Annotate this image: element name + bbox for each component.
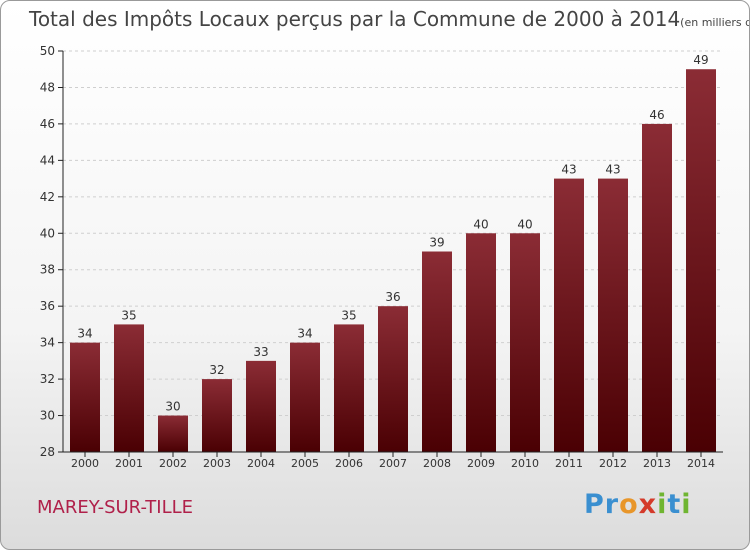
- x-tick-label: 2006: [335, 457, 363, 470]
- data-label: 43: [605, 163, 620, 177]
- x-tick-label: 2001: [115, 457, 143, 470]
- data-label: 40: [473, 217, 488, 231]
- bar-2002: [158, 415, 188, 452]
- x-tick-label: 2000: [71, 457, 99, 470]
- bar-2003: [202, 379, 232, 452]
- y-tick-label: 28: [40, 445, 55, 459]
- data-label: 34: [77, 327, 92, 341]
- x-tick-label: 2010: [511, 457, 539, 470]
- proxiti-logo: Proxiti: [584, 489, 692, 520]
- y-tick-label: 40: [40, 226, 55, 240]
- data-label: 40: [517, 217, 532, 231]
- bar-2001: [114, 324, 144, 452]
- x-tick-label: 2009: [467, 457, 495, 470]
- y-tick-label: 32: [40, 372, 55, 386]
- data-label: 33: [253, 345, 268, 359]
- x-tick-label: 2013: [643, 457, 671, 470]
- data-label: 30: [165, 400, 180, 414]
- commune-name: MAREY-SUR-TILLE: [37, 497, 194, 518]
- data-label: 39: [429, 236, 444, 250]
- bar-2009: [466, 233, 496, 452]
- x-tick-label: 2012: [599, 457, 627, 470]
- bar-2007: [378, 306, 408, 452]
- data-label: 32: [209, 363, 224, 377]
- bar-2005: [290, 342, 320, 452]
- x-tick-label: 2002: [159, 457, 187, 470]
- data-label: 34: [297, 327, 312, 341]
- y-tick-label: 30: [40, 409, 55, 423]
- y-tick-label: 36: [40, 299, 55, 313]
- y-tick-label: 42: [40, 190, 55, 204]
- data-label: 35: [341, 308, 356, 322]
- data-label: 46: [649, 108, 664, 122]
- y-tick-label: 46: [40, 117, 55, 131]
- bar-2012: [598, 178, 628, 452]
- bar-2008: [422, 251, 452, 452]
- x-tick-label: 2005: [291, 457, 319, 470]
- x-tick-label: 2008: [423, 457, 451, 470]
- bar-2011: [554, 178, 584, 452]
- data-label: 36: [385, 290, 400, 304]
- bar-2004: [246, 360, 276, 452]
- data-label: 35: [121, 308, 136, 322]
- x-tick-label: 2003: [203, 457, 231, 470]
- chart-subtitle: (en milliers d'€): [680, 16, 749, 29]
- chart-title: Total des Impôts Locaux perçus par la Co…: [29, 7, 749, 31]
- bar-2010: [510, 233, 540, 452]
- data-label: 49: [693, 53, 708, 67]
- y-tick-label: 44: [40, 153, 55, 167]
- x-tick-label: 2011: [555, 457, 583, 470]
- y-tick-label: 34: [40, 336, 55, 350]
- x-tick-label: 2007: [379, 457, 407, 470]
- y-tick-label: 38: [40, 263, 55, 277]
- bar-2013: [642, 123, 672, 452]
- bar-2000: [70, 342, 100, 452]
- bar-2014: [686, 69, 716, 453]
- data-label: 43: [561, 163, 576, 177]
- x-tick-label: 2004: [247, 457, 275, 470]
- x-tick-label: 2014: [687, 457, 715, 470]
- y-tick-label: 50: [40, 44, 55, 58]
- bar-2006: [334, 324, 364, 452]
- y-tick-label: 48: [40, 80, 55, 94]
